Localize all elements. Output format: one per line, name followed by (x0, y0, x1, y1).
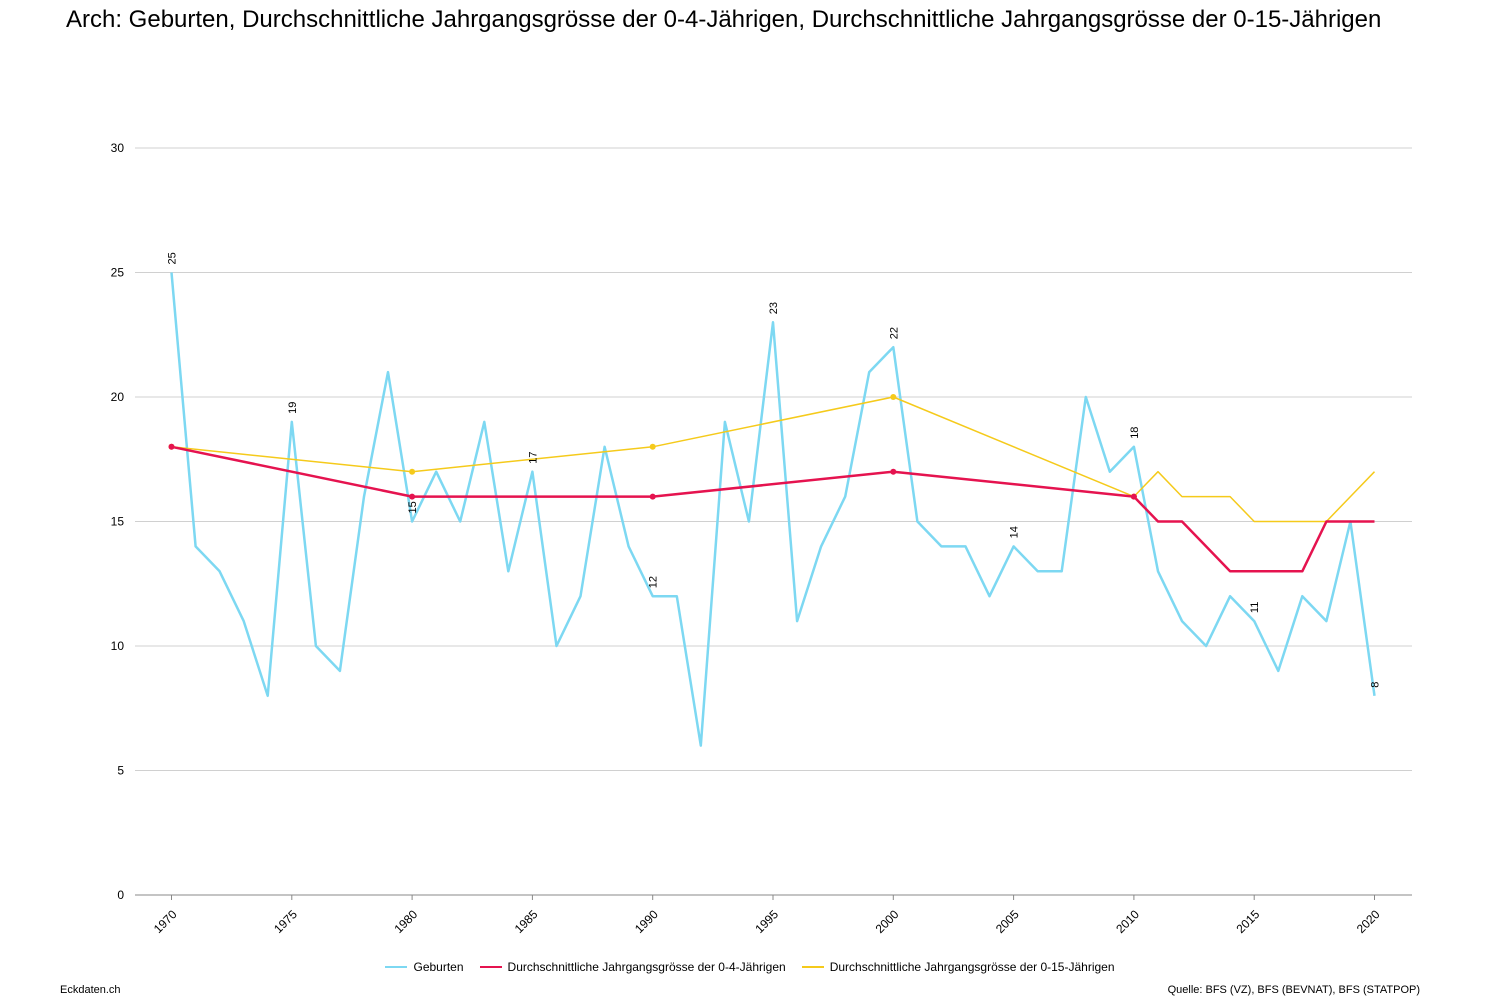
footer-brand: Eckdaten.ch (60, 984, 121, 996)
legend-item-0-15[interactable]: Durchschnittliche Jahrgangsgrösse der 0-… (801, 960, 1115, 974)
y-tick-label: 15 (111, 515, 125, 529)
series-line-1 (171, 445, 1375, 573)
x-tick-label: 1980 (391, 907, 420, 936)
series-marker-2 (890, 394, 897, 400)
legend-item-0-4[interactable]: Durchschnittliche Jahrgangsgrösse der 0-… (479, 960, 786, 974)
legend-label-geburten: Geburten (413, 960, 464, 974)
data-label: 23 (768, 302, 780, 314)
legend: Geburten Durchschnittliche Jahrgangsgrös… (0, 960, 1500, 974)
x-tick-label: 2010 (1113, 907, 1142, 936)
y-tick-label: 10 (111, 639, 125, 653)
series-line-0 (170, 272, 1376, 747)
x-tick-label: 2005 (993, 907, 1022, 936)
data-label: 15 (407, 501, 419, 513)
legend-swatch-geburten (385, 966, 408, 968)
data-label: 25 (167, 252, 179, 264)
data-label: 17 (527, 451, 539, 463)
series-marker-2 (649, 443, 656, 450)
series-line-2 (171, 396, 1376, 523)
series-marker-1 (649, 493, 656, 500)
series-marker-1 (409, 493, 416, 500)
legend-swatch-0-15 (801, 966, 824, 968)
x-tick-label: 1970 (151, 907, 180, 936)
data-label: 12 (648, 576, 660, 588)
x-tick-label: 2020 (1354, 907, 1383, 936)
y-axis-ticks: 0 5 10 15 20 25 30 (111, 141, 125, 902)
legend-swatch-0-4 (479, 966, 502, 968)
series-marker-1 (890, 468, 897, 475)
x-tick-label: 2000 (873, 907, 902, 936)
y-tick-label: 0 (117, 888, 124, 902)
data-label: 14 (1009, 526, 1021, 538)
x-tick-label: 1975 (271, 907, 300, 936)
grid-lines (135, 147, 1412, 896)
series-markers (168, 394, 1137, 500)
y-tick-label: 20 (111, 390, 125, 404)
series-marker-2 (409, 468, 416, 475)
y-tick-label: 30 (111, 141, 125, 155)
series-marker-1 (168, 443, 175, 450)
data-label: 19 (287, 402, 299, 414)
series-marker-1 (1130, 493, 1137, 500)
legend-label-0-4: Durchschnittliche Jahrgangsgrösse der 0-… (507, 960, 786, 974)
legend-label-0-15: Durchschnittliche Jahrgangsgrösse der 0-… (829, 960, 1115, 974)
y-tick-label: 25 (111, 266, 125, 280)
footer-source: Quelle: BFS (VZ), BFS (BEVNAT), BFS (STA… (1167, 984, 1420, 996)
x-tick-label: 2015 (1234, 907, 1263, 936)
data-label: 22 (888, 327, 900, 339)
x-tick-label: 1995 (752, 907, 781, 936)
x-axis-ticks: 1970 1975 1980 1985 1990 1995 2000 2005 2010 2015… (151, 895, 1383, 936)
data-label: 11 (1249, 602, 1261, 613)
legend-item-geburten[interactable]: Geburten (385, 960, 464, 974)
x-tick-label: 1985 (512, 907, 541, 936)
data-label: 18 (1129, 427, 1141, 439)
y-tick-label: 5 (117, 764, 124, 778)
data-labels: 25 19 15 17 12 23 22 14 18 11 8 (167, 252, 1382, 688)
series-lines (170, 272, 1376, 747)
x-tick-label: 1990 (632, 907, 661, 936)
chart-title: Arch: Geburten, Durchschnittliche Jahrga… (66, 6, 1382, 33)
data-label: 8 (1370, 682, 1382, 688)
